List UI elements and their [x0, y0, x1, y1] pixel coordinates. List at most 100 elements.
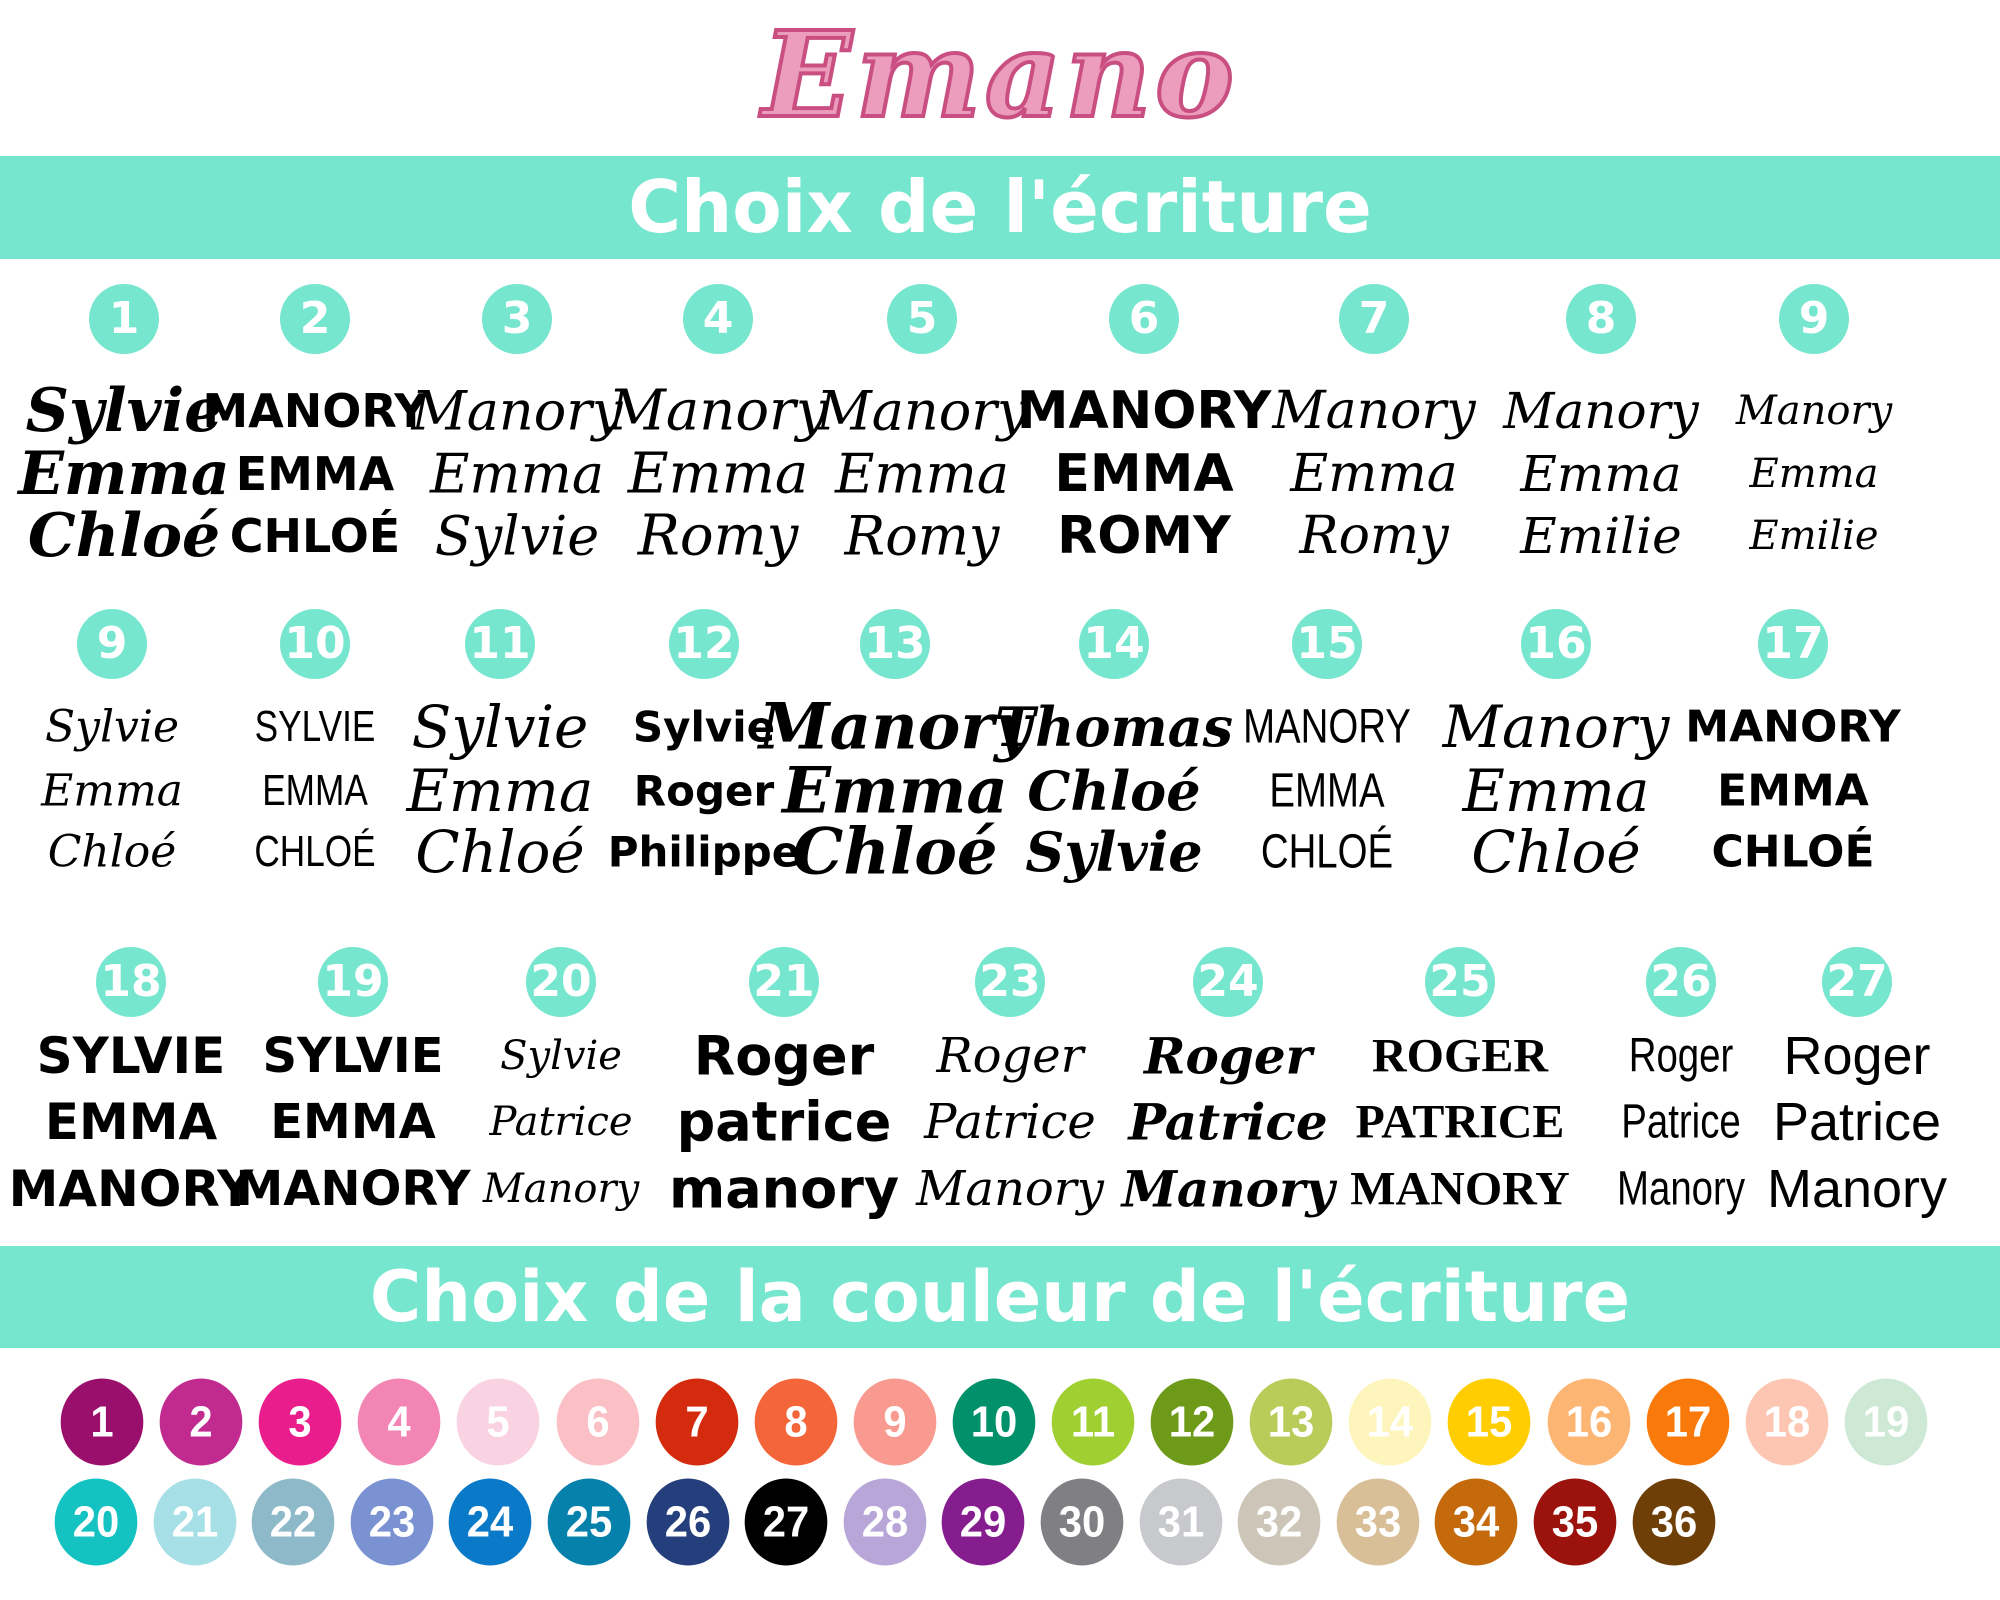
color-swatch[interactable]: 22 — [251, 1478, 335, 1566]
font-sample-line: Chloé — [27, 501, 221, 571]
font-sample-line: Sylvie — [500, 1033, 622, 1079]
font-number-badge: 7 — [1339, 284, 1409, 354]
font-sample-line: Manory — [1766, 1159, 1948, 1219]
font-number-badge: 6 — [1109, 284, 1179, 354]
color-swatch[interactable]: 30 — [1040, 1478, 1124, 1566]
font-number-badge: 27 — [1822, 947, 1892, 1017]
font-sample-line: Manory — [758, 689, 1032, 765]
font-sample-line: Philippe — [607, 827, 801, 877]
font-sample-line: Manory — [1442, 693, 1670, 761]
font-number-badge: 23 — [975, 947, 1045, 1017]
font-sample-line: Manory — [411, 379, 623, 443]
font-number-badge: 24 — [1193, 947, 1263, 1017]
color-swatch[interactable]: 9 — [853, 1378, 937, 1466]
color-swatch[interactable]: 14 — [1348, 1378, 1432, 1466]
color-swatch[interactable]: 2 — [159, 1378, 243, 1466]
font-number-badge: 9 — [1779, 284, 1849, 354]
color-swatch[interactable]: 15 — [1448, 1378, 1531, 1466]
font-number-badge: 15 — [1292, 609, 1362, 679]
color-swatch[interactable]: 7 — [655, 1378, 738, 1466]
font-sample-line: Chloé — [47, 826, 177, 878]
color-swatch[interactable]: 10 — [952, 1378, 1036, 1466]
font-sample-line: ROGER — [1371, 1029, 1549, 1083]
font-sample-line: Chloé — [1027, 759, 1201, 823]
color-swatch[interactable]: 3 — [258, 1378, 342, 1466]
color-swatch[interactable]: 31 — [1139, 1478, 1222, 1566]
font-sample-line: Emma — [1290, 444, 1458, 504]
logo: Emano — [760, 3, 1238, 146]
font-number-badge: 26 — [1646, 947, 1716, 1017]
font-number-badge: 12 — [669, 609, 739, 679]
font-number-badge: 10 — [280, 609, 350, 679]
font-sample-line: ROMY — [1057, 506, 1231, 566]
color-swatch[interactable]: 1 — [60, 1378, 144, 1466]
font-sample-line: MANORY — [235, 1161, 471, 1217]
color-swatch[interactable]: 13 — [1249, 1378, 1333, 1466]
colors-section-title: Choix de la couleur de l'écriture — [0, 1246, 2000, 1348]
color-swatch[interactable]: 21 — [153, 1478, 236, 1566]
color-swatch[interactable]: 11 — [1051, 1378, 1135, 1466]
font-sample-line: EMMA — [1717, 765, 1869, 817]
font-sample-line: MANORY — [1243, 700, 1411, 754]
font-sample-line: EMMA — [1054, 444, 1234, 504]
color-swatch[interactable]: 25 — [547, 1478, 631, 1566]
font-sample-line: CHLOÉ — [254, 827, 376, 876]
font-sample-line: Emma — [782, 753, 1008, 829]
font-sample-line: Patrice — [924, 1094, 1096, 1150]
font-sample-line: Manory — [1735, 388, 1893, 434]
font-number-badge: 5 — [887, 284, 957, 354]
font-number-badge: 18 — [96, 947, 166, 1017]
font-number-badge: 16 — [1521, 609, 1591, 679]
font-sample-line: MANORY — [1016, 381, 1272, 441]
font-number-badge: 13 — [860, 609, 930, 679]
color-swatch[interactable]: 12 — [1150, 1378, 1234, 1466]
color-swatch[interactable]: 4 — [357, 1378, 441, 1466]
color-swatch[interactable]: 34 — [1435, 1478, 1518, 1566]
font-sample-line: MANORY — [1685, 701, 1901, 753]
font-sample-line: EMMA — [44, 1093, 218, 1151]
font-sample-line: CHLOÉ — [229, 509, 401, 563]
font-sample-line: PATRICE — [1355, 1095, 1565, 1149]
font-number-badge: 3 — [482, 284, 552, 354]
font-sample-line: Emilie — [1749, 513, 1879, 559]
font-number-badge: 20 — [526, 947, 596, 1017]
color-swatch[interactable]: 23 — [350, 1478, 434, 1566]
color-swatch[interactable]: 18 — [1745, 1378, 1829, 1466]
color-swatch[interactable]: 35 — [1533, 1478, 1617, 1566]
color-swatch[interactable]: 16 — [1547, 1378, 1630, 1466]
font-number-badge: 2 — [280, 284, 350, 354]
font-sample-line: Emma — [41, 765, 183, 817]
font-sample-line: Romy — [637, 503, 799, 569]
color-swatch[interactable]: 5 — [457, 1378, 540, 1466]
fonts-section-title: Choix de l'écriture — [0, 156, 2000, 259]
color-swatch[interactable]: 33 — [1336, 1478, 1420, 1566]
color-swatch[interactable]: 24 — [449, 1478, 532, 1566]
font-sample-line: Manory — [608, 378, 828, 444]
color-swatch[interactable]: 19 — [1844, 1378, 1928, 1466]
font-sample-line: Romy — [844, 504, 1000, 568]
color-swatch[interactable]: 27 — [744, 1478, 828, 1566]
font-sample-line: Roger — [633, 766, 775, 816]
color-swatch[interactable]: 17 — [1646, 1378, 1729, 1466]
color-swatch[interactable]: 20 — [54, 1478, 138, 1566]
font-number-badge: 4 — [683, 284, 753, 354]
color-swatch[interactable]: 36 — [1632, 1478, 1715, 1566]
color-swatch[interactable]: 26 — [646, 1478, 729, 1566]
font-number-badge: 9 — [77, 609, 147, 679]
font-number-badge: 21 — [749, 947, 819, 1017]
color-swatch[interactable]: 8 — [754, 1378, 838, 1466]
font-sample-line: Sylvie — [632, 702, 776, 752]
font-number-badge: 19 — [318, 947, 388, 1017]
font-sample-line: SYLVIE — [262, 1028, 444, 1084]
font-sample-line: SYLVIE — [36, 1027, 226, 1085]
font-sample-line: EMMA — [270, 1094, 436, 1150]
color-swatch[interactable]: 6 — [556, 1378, 639, 1466]
font-sample-line: manory — [668, 1157, 900, 1221]
font-sample-line: Sylvie — [434, 504, 600, 568]
color-swatch[interactable]: 28 — [843, 1478, 927, 1566]
font-sample-line: MANORY — [1350, 1162, 1570, 1216]
font-sample-line: EMMA — [1269, 764, 1385, 818]
color-swatch[interactable]: 32 — [1237, 1478, 1321, 1566]
color-swatch[interactable]: 29 — [942, 1478, 1025, 1566]
font-sample-line: Manory — [482, 1166, 640, 1212]
